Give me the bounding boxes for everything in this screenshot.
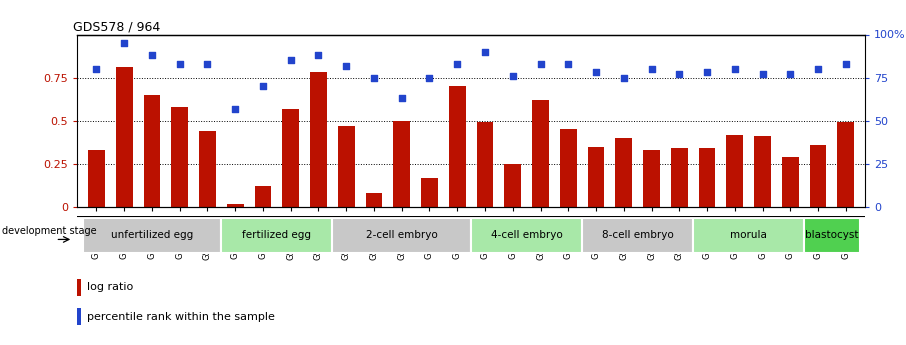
Bar bbox=[532, 100, 549, 207]
Point bbox=[312, 52, 326, 58]
Point bbox=[699, 70, 714, 75]
Bar bbox=[727, 135, 743, 207]
Bar bbox=[782, 157, 798, 207]
Bar bbox=[310, 72, 327, 207]
Point bbox=[145, 52, 159, 58]
Bar bbox=[810, 145, 826, 207]
Bar bbox=[805, 218, 860, 253]
Point bbox=[839, 61, 853, 67]
Bar bbox=[588, 147, 604, 207]
Bar bbox=[448, 86, 466, 207]
Bar bbox=[366, 193, 382, 207]
Bar bbox=[699, 148, 716, 207]
Point bbox=[561, 61, 575, 67]
Bar bbox=[88, 150, 105, 207]
Text: fertilized egg: fertilized egg bbox=[242, 230, 312, 240]
Point bbox=[589, 70, 603, 75]
Text: 2-cell embryo: 2-cell embryo bbox=[366, 230, 438, 240]
Text: development stage: development stage bbox=[2, 227, 96, 236]
Point bbox=[228, 106, 243, 111]
Point bbox=[644, 66, 659, 72]
Bar bbox=[333, 218, 471, 253]
Text: percentile rank within the sample: percentile rank within the sample bbox=[87, 312, 275, 322]
Bar bbox=[421, 178, 438, 207]
Bar bbox=[77, 308, 82, 325]
Point bbox=[284, 58, 298, 63]
Bar bbox=[255, 186, 271, 207]
Point bbox=[367, 75, 381, 80]
Bar bbox=[226, 204, 244, 207]
Point bbox=[339, 63, 353, 68]
Text: log ratio: log ratio bbox=[87, 283, 133, 293]
Point bbox=[89, 66, 103, 72]
Bar bbox=[837, 122, 854, 207]
Text: 4-cell embryo: 4-cell embryo bbox=[491, 230, 563, 240]
Point bbox=[477, 49, 492, 55]
Bar bbox=[643, 150, 660, 207]
Bar bbox=[144, 95, 160, 207]
Point bbox=[783, 71, 797, 77]
Bar bbox=[221, 218, 333, 253]
Bar bbox=[671, 148, 688, 207]
Point bbox=[534, 61, 548, 67]
Point bbox=[728, 66, 742, 72]
Point bbox=[506, 73, 520, 79]
Text: unfertilized egg: unfertilized egg bbox=[111, 230, 193, 240]
Point bbox=[811, 66, 825, 72]
Bar bbox=[754, 136, 771, 207]
Point bbox=[756, 71, 770, 77]
Bar bbox=[693, 218, 805, 253]
Point bbox=[172, 61, 187, 67]
Bar bbox=[171, 107, 188, 207]
Point bbox=[672, 71, 687, 77]
Point bbox=[616, 75, 631, 80]
Text: GDS578 / 964: GDS578 / 964 bbox=[73, 20, 160, 33]
Bar bbox=[560, 129, 576, 207]
Bar bbox=[283, 109, 299, 207]
Text: blastocyst: blastocyst bbox=[805, 230, 859, 240]
Bar bbox=[77, 279, 82, 296]
Bar bbox=[116, 67, 132, 207]
Text: morula: morula bbox=[730, 230, 767, 240]
Point bbox=[422, 75, 437, 80]
Bar bbox=[82, 218, 221, 253]
Point bbox=[394, 96, 409, 101]
Bar bbox=[505, 164, 521, 207]
Bar bbox=[477, 122, 494, 207]
Point bbox=[450, 61, 465, 67]
Bar bbox=[199, 131, 216, 207]
Bar bbox=[615, 138, 632, 207]
Point bbox=[117, 40, 131, 46]
Bar bbox=[583, 218, 693, 253]
Bar bbox=[471, 218, 583, 253]
Bar bbox=[393, 121, 410, 207]
Point bbox=[200, 61, 215, 67]
Bar bbox=[338, 126, 354, 207]
Point bbox=[255, 83, 270, 89]
Text: 8-cell embryo: 8-cell embryo bbox=[602, 230, 673, 240]
